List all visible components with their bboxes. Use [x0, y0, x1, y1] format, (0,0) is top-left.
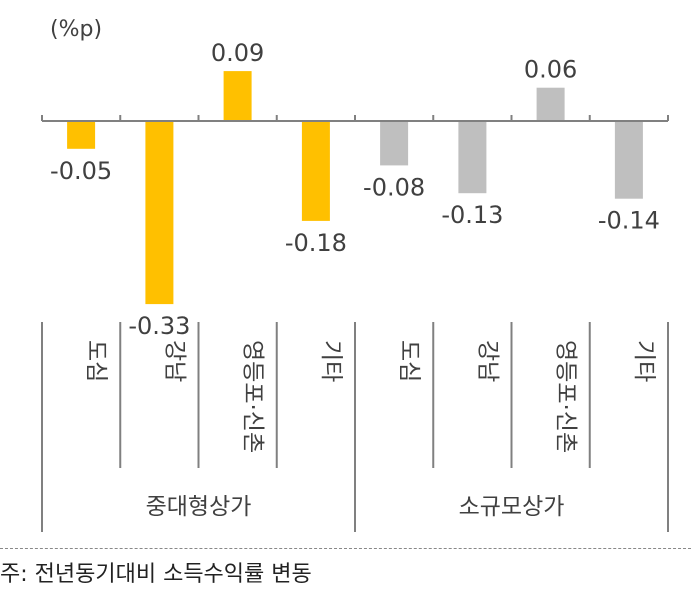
data-label: 0.06 [524, 56, 577, 84]
data-label: -0.13 [441, 201, 503, 229]
data-label: 0.09 [211, 39, 264, 67]
note-divider [0, 548, 691, 549]
data-label: -0.14 [598, 207, 660, 235]
bar [223, 71, 252, 121]
bar [614, 121, 643, 199]
bar [301, 121, 330, 221]
category-label: 기타 [631, 340, 657, 382]
footnote: 주: 전년동기대비 소득수익률 변동 [0, 562, 312, 587]
category-label: 강남 [474, 340, 500, 382]
group-label: 소규모상가 [459, 494, 565, 520]
category-label: 도심 [83, 340, 109, 382]
bar [380, 121, 409, 166]
data-label: -0.18 [285, 229, 347, 257]
category-label: 기타 [318, 340, 344, 382]
data-label: -0.08 [363, 173, 425, 201]
bar [536, 87, 565, 121]
category-label: 강남 [161, 340, 187, 382]
bar-chart: (%p) -0.05 -0.33 0.09 -0.18 -0.08 -0.13 0.06 -0… [41, 17, 669, 532]
unit-label: (%p) [50, 17, 102, 42]
category-label: 영등포·신촌 [553, 340, 579, 453]
bar [458, 121, 487, 194]
category-label: 영등포·신촌 [240, 340, 266, 453]
bar [67, 121, 96, 149]
bar [145, 121, 174, 305]
data-label: -0.05 [50, 157, 112, 185]
group-label: 중대형상가 [146, 494, 252, 520]
data-label: -0.33 [128, 312, 190, 340]
category-label: 도심 [396, 340, 422, 382]
